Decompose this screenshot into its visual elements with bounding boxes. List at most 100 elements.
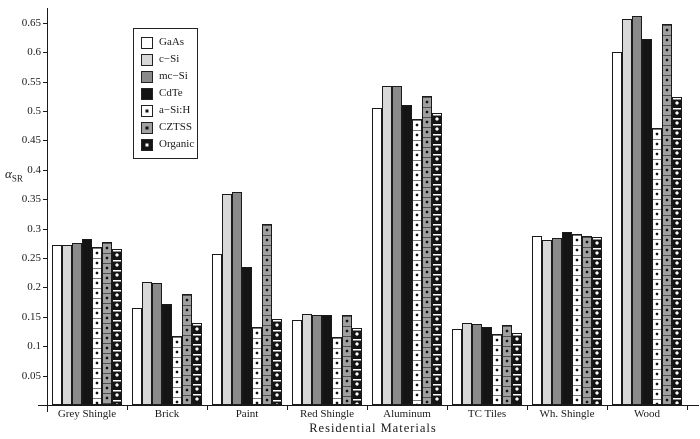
bar-cztss-brick bbox=[182, 294, 192, 405]
y-tick-mark bbox=[43, 52, 47, 54]
y-tick-label: 0.05 bbox=[21, 369, 41, 382]
bar-gaas-tc-tiles bbox=[452, 329, 462, 405]
x-category-label: Grey Shingle bbox=[57, 408, 117, 420]
bar-csi-paint bbox=[222, 194, 232, 405]
bar-cztss-tc-tiles bbox=[502, 325, 512, 405]
bar-cdte-wood bbox=[642, 39, 652, 405]
y-tick-mark bbox=[43, 199, 47, 201]
bar-mcsi-brick bbox=[152, 283, 162, 405]
y-tick-mark bbox=[43, 228, 47, 230]
x-tick-mark bbox=[47, 406, 48, 410]
y-tick-mark bbox=[43, 22, 47, 24]
legend: GaAs c−Si mc−Si CdTe a−Si:H CZTSS Organic bbox=[133, 28, 198, 159]
y-tick-label: 0.1 bbox=[27, 340, 41, 353]
legend-swatch-icon bbox=[141, 36, 153, 49]
bar-mcsi-grey-shingle bbox=[72, 243, 82, 405]
legend-label: CZTSS bbox=[159, 121, 193, 133]
x-tick-mark bbox=[127, 406, 128, 410]
bar-cdte-tc-tiles bbox=[482, 327, 492, 405]
x-category-label: Aluminum bbox=[383, 408, 431, 420]
bar-asih-red-shingle bbox=[332, 337, 342, 405]
bar-cdte-grey-shingle bbox=[82, 239, 92, 405]
bar-organic-aluminum bbox=[432, 113, 442, 405]
y-tick-mark bbox=[43, 140, 47, 142]
y-tick-mark bbox=[43, 287, 47, 289]
legend-item: CZTSS bbox=[141, 121, 197, 134]
bar-csi-tc-tiles bbox=[462, 323, 472, 405]
bar-gaas-paint bbox=[212, 254, 222, 405]
x-axis-line bbox=[38, 405, 699, 406]
y-tick-mark bbox=[43, 346, 47, 348]
legend-item: CdTe bbox=[141, 87, 197, 100]
bar-organic-red-shingle bbox=[352, 328, 362, 405]
x-axis-title: Residential Materials bbox=[309, 421, 437, 435]
y-tick-label: 0.3 bbox=[27, 222, 41, 235]
x-category-label: Brick bbox=[154, 408, 180, 420]
y-tick-label: 0.65 bbox=[21, 16, 41, 29]
bar-organic-paint bbox=[272, 319, 282, 405]
bar-csi-wood bbox=[622, 19, 632, 405]
y-tick-label: 0.45 bbox=[21, 134, 41, 147]
bar-organic-tc-tiles bbox=[512, 333, 522, 405]
bar-mcsi-red-shingle bbox=[312, 315, 322, 405]
bar-gaas-wood bbox=[612, 52, 622, 405]
x-category-label: Wh. Shingle bbox=[539, 408, 595, 420]
bar-asih-aluminum bbox=[412, 119, 422, 405]
bar-cdte-red-shingle bbox=[322, 315, 332, 405]
bar-asih-brick bbox=[172, 336, 182, 405]
x-tick-mark bbox=[687, 406, 688, 410]
bar-organic-wood bbox=[672, 97, 682, 405]
bar-gaas-wh-shingle bbox=[532, 236, 542, 405]
y-tick-label: 0.55 bbox=[21, 75, 41, 88]
x-tick-mark bbox=[527, 406, 528, 410]
bar-csi-aluminum bbox=[382, 86, 392, 405]
bar-asih-tc-tiles bbox=[492, 334, 502, 405]
y-tick-label: 0.15 bbox=[21, 310, 41, 323]
legend-item: GaAs bbox=[141, 36, 197, 49]
legend-label: mc−Si bbox=[159, 70, 188, 82]
bar-gaas-aluminum bbox=[372, 108, 382, 405]
bar-cdte-wh-shingle bbox=[562, 232, 572, 405]
y-tick-label: 0.35 bbox=[21, 193, 41, 206]
bar-organic-wh-shingle bbox=[592, 237, 602, 405]
legend-label: Organic bbox=[159, 138, 195, 150]
legend-swatch-icon bbox=[141, 53, 153, 66]
x-category-label: Red Shingle bbox=[299, 408, 355, 420]
y-tick-mark bbox=[43, 316, 47, 318]
y-tick-mark bbox=[43, 258, 47, 259]
bar-cztss-grey-shingle bbox=[102, 242, 112, 405]
bar-mcsi-aluminum bbox=[392, 86, 402, 405]
legend-swatch-icon bbox=[141, 104, 153, 117]
bar-csi-grey-shingle bbox=[62, 245, 72, 405]
bar-cdte-aluminum bbox=[402, 105, 412, 405]
y-axis-symbol: α bbox=[5, 166, 12, 181]
bar-mcsi-tc-tiles bbox=[472, 324, 482, 405]
legend-item: a−Si:H bbox=[141, 104, 197, 117]
y-tick-label: 0.6 bbox=[27, 46, 41, 59]
bar-mcsi-paint bbox=[232, 192, 242, 405]
bar-cztss-red-shingle bbox=[342, 315, 352, 405]
legend-swatch-icon bbox=[141, 121, 153, 134]
x-tick-mark bbox=[207, 406, 208, 410]
y-tick-label: 0.4 bbox=[27, 163, 41, 176]
x-tick-mark bbox=[447, 406, 448, 410]
y-tick-mark bbox=[43, 169, 47, 171]
legend-swatch-icon bbox=[141, 70, 153, 83]
x-tick-mark bbox=[607, 406, 608, 410]
bar-gaas-grey-shingle bbox=[52, 245, 62, 405]
bar-cztss-aluminum bbox=[422, 96, 432, 405]
y-tick-mark bbox=[43, 375, 47, 377]
bar-gaas-red-shingle bbox=[292, 320, 302, 405]
legend-item: mc−Si bbox=[141, 70, 197, 83]
x-category-label: Paint bbox=[235, 408, 259, 420]
bar-csi-brick bbox=[142, 282, 152, 405]
bar-organic-grey-shingle bbox=[112, 249, 122, 405]
legend-label: a−Si:H bbox=[159, 104, 191, 116]
y-axis-subscript: SR bbox=[11, 173, 23, 184]
legend-swatch-icon bbox=[141, 87, 153, 100]
bar-asih-wh-shingle bbox=[572, 234, 582, 405]
bar-cztss-paint bbox=[262, 224, 272, 405]
y-tick-label: 0.2 bbox=[27, 281, 41, 294]
bar-cdte-paint bbox=[242, 267, 252, 405]
